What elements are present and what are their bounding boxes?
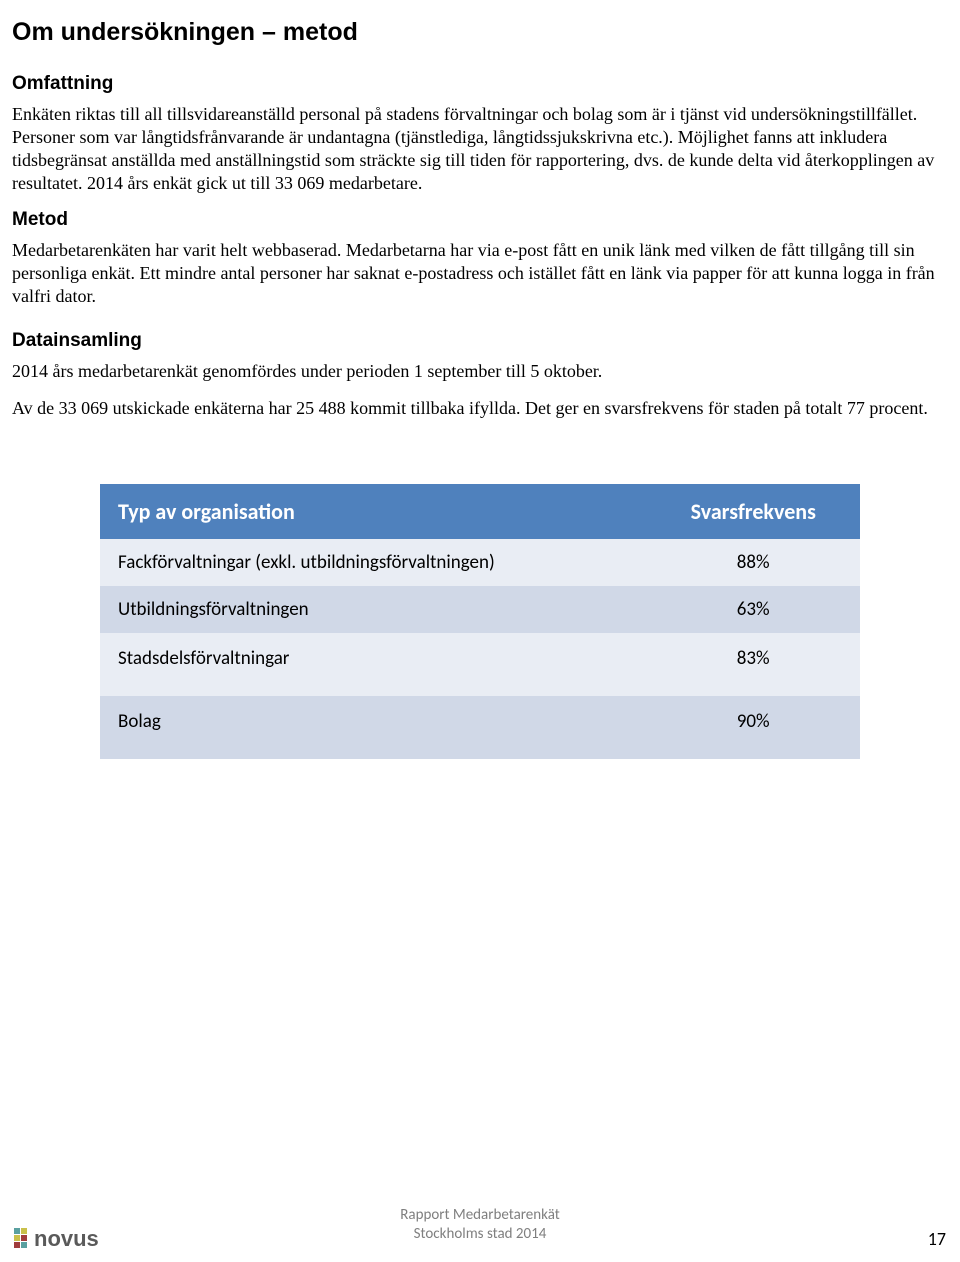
heading-metod: Metod: [12, 209, 950, 231]
para-metod: Medarbetarenkäten har varit helt webbase…: [12, 239, 950, 308]
cell-label: Bolag: [100, 696, 646, 759]
page-title: Om undersökningen – metod: [12, 18, 950, 47]
col-header-org: Typ av organisation: [100, 484, 646, 539]
cell-value: 83%: [646, 633, 860, 696]
table-row: Bolag 90%: [100, 696, 860, 759]
table-row: Utbildningsförvaltningen 63%: [100, 586, 860, 633]
cell-value: 63%: [646, 586, 860, 633]
footer-center: Rapport Medarbetarenkät Stockholms stad …: [12, 1206, 948, 1244]
table-row: Stadsdelsförvaltningar 83%: [100, 633, 860, 696]
table-row: Fackförvaltningar (exkl. utbildningsförv…: [100, 539, 860, 586]
page-footer: novus Rapport Medarbetarenkät Stockholms…: [12, 1206, 948, 1252]
para-omfattning: Enkäten riktas till all tillsvidareanstä…: [12, 103, 950, 195]
para-datainsamling-2: Av de 33 069 utskickade enkäterna har 25…: [12, 397, 950, 420]
cell-label: Stadsdelsförvaltningar: [100, 633, 646, 696]
section-omfattning: Omfattning Enkäten riktas till all tills…: [12, 73, 950, 195]
svarsfrekvens-table: Typ av organisation Svarsfrekvens Fackfö…: [100, 484, 860, 759]
footer-line-1: Rapport Medarbetarenkät: [12, 1206, 948, 1225]
cell-label: Fackförvaltningar (exkl. utbildningsförv…: [100, 539, 646, 586]
page-number: 17: [928, 1228, 946, 1250]
table-header-row: Typ av organisation Svarsfrekvens: [100, 484, 860, 539]
section-datainsamling: Datainsamling 2014 års medarbetarenkät g…: [12, 330, 950, 420]
heading-datainsamling: Datainsamling: [12, 330, 950, 352]
cell-value: 88%: [646, 539, 860, 586]
para-datainsamling-1: 2014 års medarbetarenkät genomfördes und…: [12, 360, 950, 383]
col-header-svarsfrekvens: Svarsfrekvens: [646, 484, 860, 539]
heading-omfattning: Omfattning: [12, 73, 950, 95]
cell-value: 90%: [646, 696, 860, 759]
section-metod: Metod Medarbetarenkäten har varit helt w…: [12, 209, 950, 308]
cell-label: Utbildningsförvaltningen: [100, 586, 646, 633]
footer-line-2: Stockholms stad 2014: [12, 1225, 948, 1244]
